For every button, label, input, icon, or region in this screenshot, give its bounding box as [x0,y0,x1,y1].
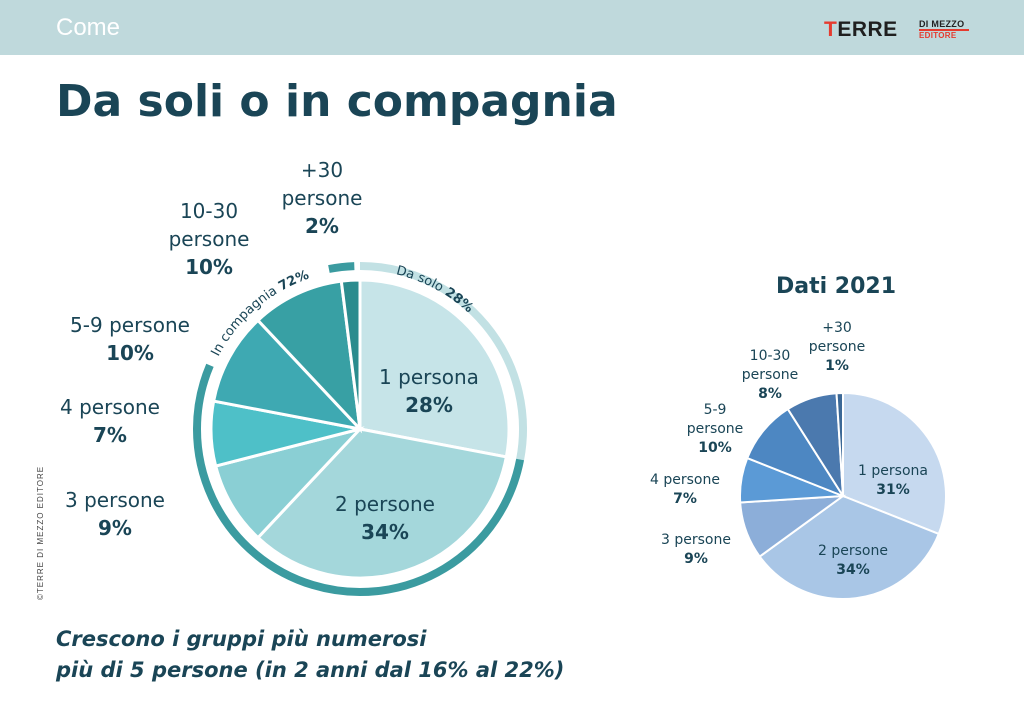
slice-label-line: 1 persona [379,365,479,389]
slice-label-2-persone: 2 persone 34% [818,543,888,578]
slice-value-label: 10% [185,255,233,279]
slice-label-1-persona: 1 persona 31% [858,463,928,498]
slice-label-4-persone: 4 persone 7% [60,395,160,447]
slice-label-4-persone: 4 persone 7% [650,472,720,507]
slice-label-line: persone [742,367,799,383]
slice-value-label: 8% [758,386,782,402]
slice-label-line: persone [282,186,363,210]
slice-label-line: 4 persone [60,395,160,419]
logo-underline [919,29,969,31]
pie-slice-30-persone [339,278,362,430]
top-bar: Come TERRE DI MEZZO EDITORE [0,0,1024,55]
slice-value-label: 34% [361,520,409,544]
slice-label-3-persone: 3 persone 9% [661,532,731,567]
slice-label-5-9-persone: 5-9 persone 10% [687,402,744,456]
slice-label-5-9-persone: 5-9 persone 10% [70,313,190,365]
pie-slice-1-persona [842,391,947,536]
slice-label-line: 3 persone [65,488,165,512]
logo-initial: T [824,18,838,41]
slice-label-line: persone [809,339,866,355]
slice-value-label: 7% [93,423,127,447]
slice-label-line: persone [687,421,744,437]
slice-label-10-30-persone: 10-30 persone 8% [742,348,799,402]
slice-label-30-persone: +30 persone 2% [282,158,363,238]
small-chart-title: Dati 2021 [776,274,896,299]
ring-arc-da-solo [359,262,527,461]
slice-value-label: 28% [405,393,453,417]
slice-value-label: 34% [836,562,870,578]
pie-slice-2-persone [758,494,941,601]
main-pie-chart: 1 persona 28% 2 persone 34% 3 persone 9% 4 per… [60,158,527,596]
slice-label-10-30-persone: 10-30 persone 10% [169,199,250,279]
pie-slice-5-9-persone [211,318,365,432]
section-label: Come [56,14,121,41]
slice-label-line: 10-30 [750,348,791,364]
slice-value-label: 9% [98,516,132,540]
pie-slice-3-persone [213,426,365,540]
slice-value-label: 10% [106,341,154,365]
slice-label-line: 2 persone [335,492,435,516]
slice-value-label: 9% [684,551,708,567]
publisher-logo: TERRE DI MEZZO EDITORE [824,18,974,42]
logo-sub-text: EDITORE [919,31,957,40]
page-title: Da soli o in compagnia [56,76,618,127]
small-pie-chart-2021: Dati 2021 1 persona 31% 2 persone 34% 3 perso… [650,274,947,601]
footer-note: Crescono i gruppi più numerosi più di 5 … [56,624,564,686]
slice-label-3-persone: 3 persone 9% [65,488,165,540]
slice-label-line: 3 persone [661,532,731,548]
slice-label-line: 1 persona [858,463,928,479]
footer-line-2: più di 5 persone (in 2 anni dal 16% al 2… [56,658,565,682]
logo-rest: ERRE [837,18,898,41]
ring-arc-in-compagnia [193,363,525,596]
slice-label-line: 5-9 persone [70,313,190,337]
slice-value-label: 7% [673,491,697,507]
pie-slice-2-persone [255,427,509,580]
slice-label-30-persone: +30 persone 1% [809,320,866,374]
slice-label-line: persone [169,227,250,251]
pie-slice-30-persone [835,391,844,497]
slice-value-label: 2% [305,214,339,238]
pie-slice-10-30-persone [255,279,363,434]
slice-label-line: 10-30 [180,199,238,223]
slice-label-line: 2 persone [818,543,888,559]
logo-top-text: DI MEZZO [919,19,965,29]
footer-line-1: Crescono i gruppi più numerosi [56,627,427,651]
ring-arc-in-compagnia-cap [328,262,355,273]
slice-label-line: +30 [822,320,852,336]
logo-main-text: TERRE [824,18,898,42]
slice-label-line: 5-9 [704,402,727,418]
slice-value-label: 31% [876,482,910,498]
slice-value-label: 10% [698,440,732,456]
slice-label-line: 4 persone [650,472,720,488]
slice-label-line: +30 [301,158,343,182]
slice-label-2-persone: 2 persone 34% [335,492,435,544]
pie-slice-1-persona [358,278,511,459]
slice-label-1-persona: 1 persona 28% [379,365,479,417]
slice-value-label: 1% [825,358,849,374]
